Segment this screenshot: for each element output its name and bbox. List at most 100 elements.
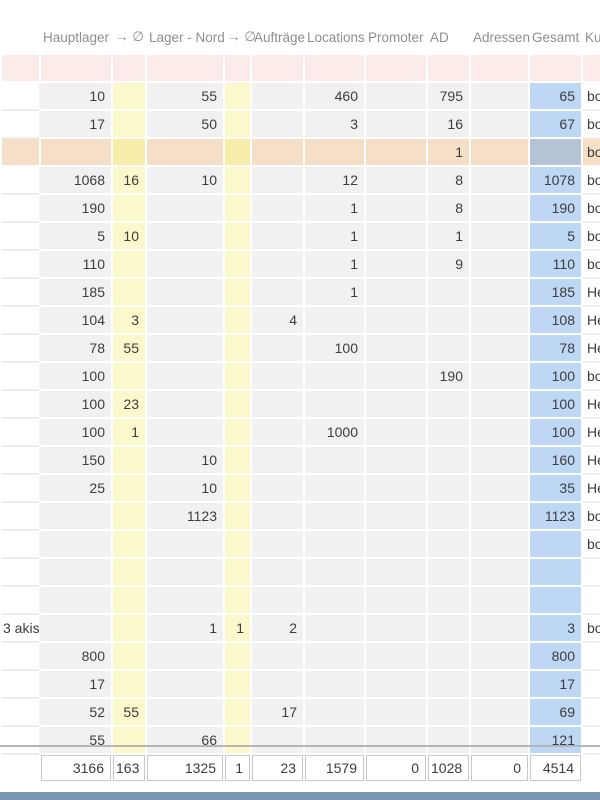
cell-hl bbox=[41, 503, 111, 529]
cell-pro bbox=[366, 587, 426, 613]
cell-d1[interactable] bbox=[113, 475, 145, 501]
cell-label bbox=[2, 307, 39, 333]
cell-kun bbox=[583, 587, 600, 613]
cell-d1[interactable]: 10 bbox=[113, 223, 145, 249]
cell-d2[interactable] bbox=[225, 307, 250, 333]
cell-ad bbox=[428, 699, 469, 725]
cell-d2[interactable] bbox=[225, 55, 250, 81]
cell-kun: bo bbox=[583, 195, 600, 221]
cell-kun: bo bbox=[583, 503, 600, 529]
cell-d1[interactable] bbox=[113, 503, 145, 529]
cell-d1[interactable] bbox=[113, 727, 145, 753]
cell-d1[interactable] bbox=[113, 195, 145, 221]
table-row: 10011000100He bbox=[2, 419, 600, 445]
cell-ln bbox=[147, 195, 223, 221]
cell-d2[interactable] bbox=[225, 111, 250, 137]
cell-d2[interactable] bbox=[225, 335, 250, 361]
cell-d1[interactable] bbox=[113, 615, 145, 641]
cell-label bbox=[2, 363, 39, 389]
cell-d2[interactable] bbox=[225, 139, 250, 165]
cell-d1[interactable] bbox=[113, 279, 145, 305]
cell-d1[interactable] bbox=[113, 559, 145, 585]
cell-d1[interactable] bbox=[113, 55, 145, 81]
cell-ges: 5 bbox=[530, 223, 581, 249]
cell-ges: 69 bbox=[530, 699, 581, 725]
cell-d2[interactable] bbox=[225, 699, 250, 725]
cell-hl bbox=[41, 531, 111, 557]
cell-d1[interactable]: 23 bbox=[113, 391, 145, 417]
cell-adr bbox=[471, 83, 528, 109]
cell-d2[interactable] bbox=[225, 475, 250, 501]
cell-pro bbox=[366, 419, 426, 445]
cell-auf bbox=[252, 363, 303, 389]
cell-pro bbox=[366, 167, 426, 193]
cell-d2[interactable] bbox=[225, 531, 250, 557]
cell-ln bbox=[147, 587, 223, 613]
cell-label bbox=[2, 251, 39, 277]
cell-d2[interactable] bbox=[225, 419, 250, 445]
cell-d2[interactable] bbox=[225, 727, 250, 753]
cell-hl: 104 bbox=[41, 307, 111, 333]
cell-d2[interactable] bbox=[225, 671, 250, 697]
cell-d1[interactable]: 1 bbox=[113, 419, 145, 445]
cell-d2[interactable] bbox=[225, 195, 250, 221]
cell-pro bbox=[366, 223, 426, 249]
cell-hl: 55 bbox=[41, 727, 111, 753]
cell-loc: 1 bbox=[305, 279, 364, 305]
cell-adr bbox=[471, 251, 528, 277]
cell-kun bbox=[583, 643, 600, 669]
cell-d2[interactable] bbox=[225, 587, 250, 613]
cell-d2[interactable] bbox=[225, 167, 250, 193]
cell-d1[interactable]: 55 bbox=[113, 699, 145, 725]
cell-d2[interactable] bbox=[225, 559, 250, 585]
cell-adr bbox=[471, 615, 528, 641]
cell-d2[interactable] bbox=[225, 251, 250, 277]
cell-ln: 55 bbox=[147, 83, 223, 109]
cell-ln: 1123 bbox=[147, 503, 223, 529]
table-row: 3 akis 1 1 2 3 bo bbox=[2, 615, 600, 641]
cell-auf bbox=[252, 279, 303, 305]
cell-d2[interactable] bbox=[225, 447, 250, 473]
cell-ln: 10 bbox=[147, 475, 223, 501]
cell-d1[interactable] bbox=[113, 83, 145, 109]
cell-loc bbox=[305, 139, 364, 165]
cell-pro bbox=[366, 699, 426, 725]
cell-d2[interactable] bbox=[225, 223, 250, 249]
cell-d2[interactable] bbox=[225, 643, 250, 669]
cell-loc bbox=[305, 531, 364, 557]
cell-d2[interactable] bbox=[225, 391, 250, 417]
cell-d2[interactable] bbox=[225, 363, 250, 389]
table-row bbox=[2, 55, 600, 81]
cell-ges: 800 bbox=[530, 643, 581, 669]
cell-d1[interactable] bbox=[113, 531, 145, 557]
cell-ad: 8 bbox=[428, 167, 469, 193]
cell-ad bbox=[428, 419, 469, 445]
total-cell-ges: 4514 bbox=[530, 755, 581, 781]
cell-d1[interactable] bbox=[113, 111, 145, 137]
cell-d2[interactable]: 1 bbox=[225, 615, 250, 641]
cell-d1[interactable]: 55 bbox=[113, 335, 145, 361]
cell-d1[interactable] bbox=[113, 587, 145, 613]
table-row: 190 1 8 190 bo bbox=[2, 195, 600, 221]
cell-d1[interactable]: 3 bbox=[113, 307, 145, 333]
cell-d1[interactable] bbox=[113, 251, 145, 277]
totals-separator-line bbox=[0, 745, 600, 747]
cell-d1[interactable] bbox=[113, 643, 145, 669]
cell-ln bbox=[147, 643, 223, 669]
cell-d1[interactable] bbox=[113, 447, 145, 473]
cell-d2[interactable] bbox=[225, 83, 250, 109]
cell-hl: 25 bbox=[41, 475, 111, 501]
cell-d1[interactable] bbox=[113, 671, 145, 697]
cell-d1[interactable] bbox=[113, 363, 145, 389]
cell-d2[interactable] bbox=[225, 503, 250, 529]
cell-kun: bo bbox=[583, 223, 600, 249]
cell-d1[interactable]: 16 bbox=[113, 167, 145, 193]
total-cell-ad: 1028 bbox=[428, 755, 469, 781]
table-row bbox=[2, 559, 600, 585]
cell-kun: bo bbox=[583, 139, 600, 165]
cell-adr bbox=[471, 55, 528, 81]
cell-ln bbox=[147, 307, 223, 333]
cell-d2[interactable] bbox=[225, 279, 250, 305]
cell-kun: He bbox=[583, 307, 600, 333]
cell-d1[interactable] bbox=[113, 139, 145, 165]
